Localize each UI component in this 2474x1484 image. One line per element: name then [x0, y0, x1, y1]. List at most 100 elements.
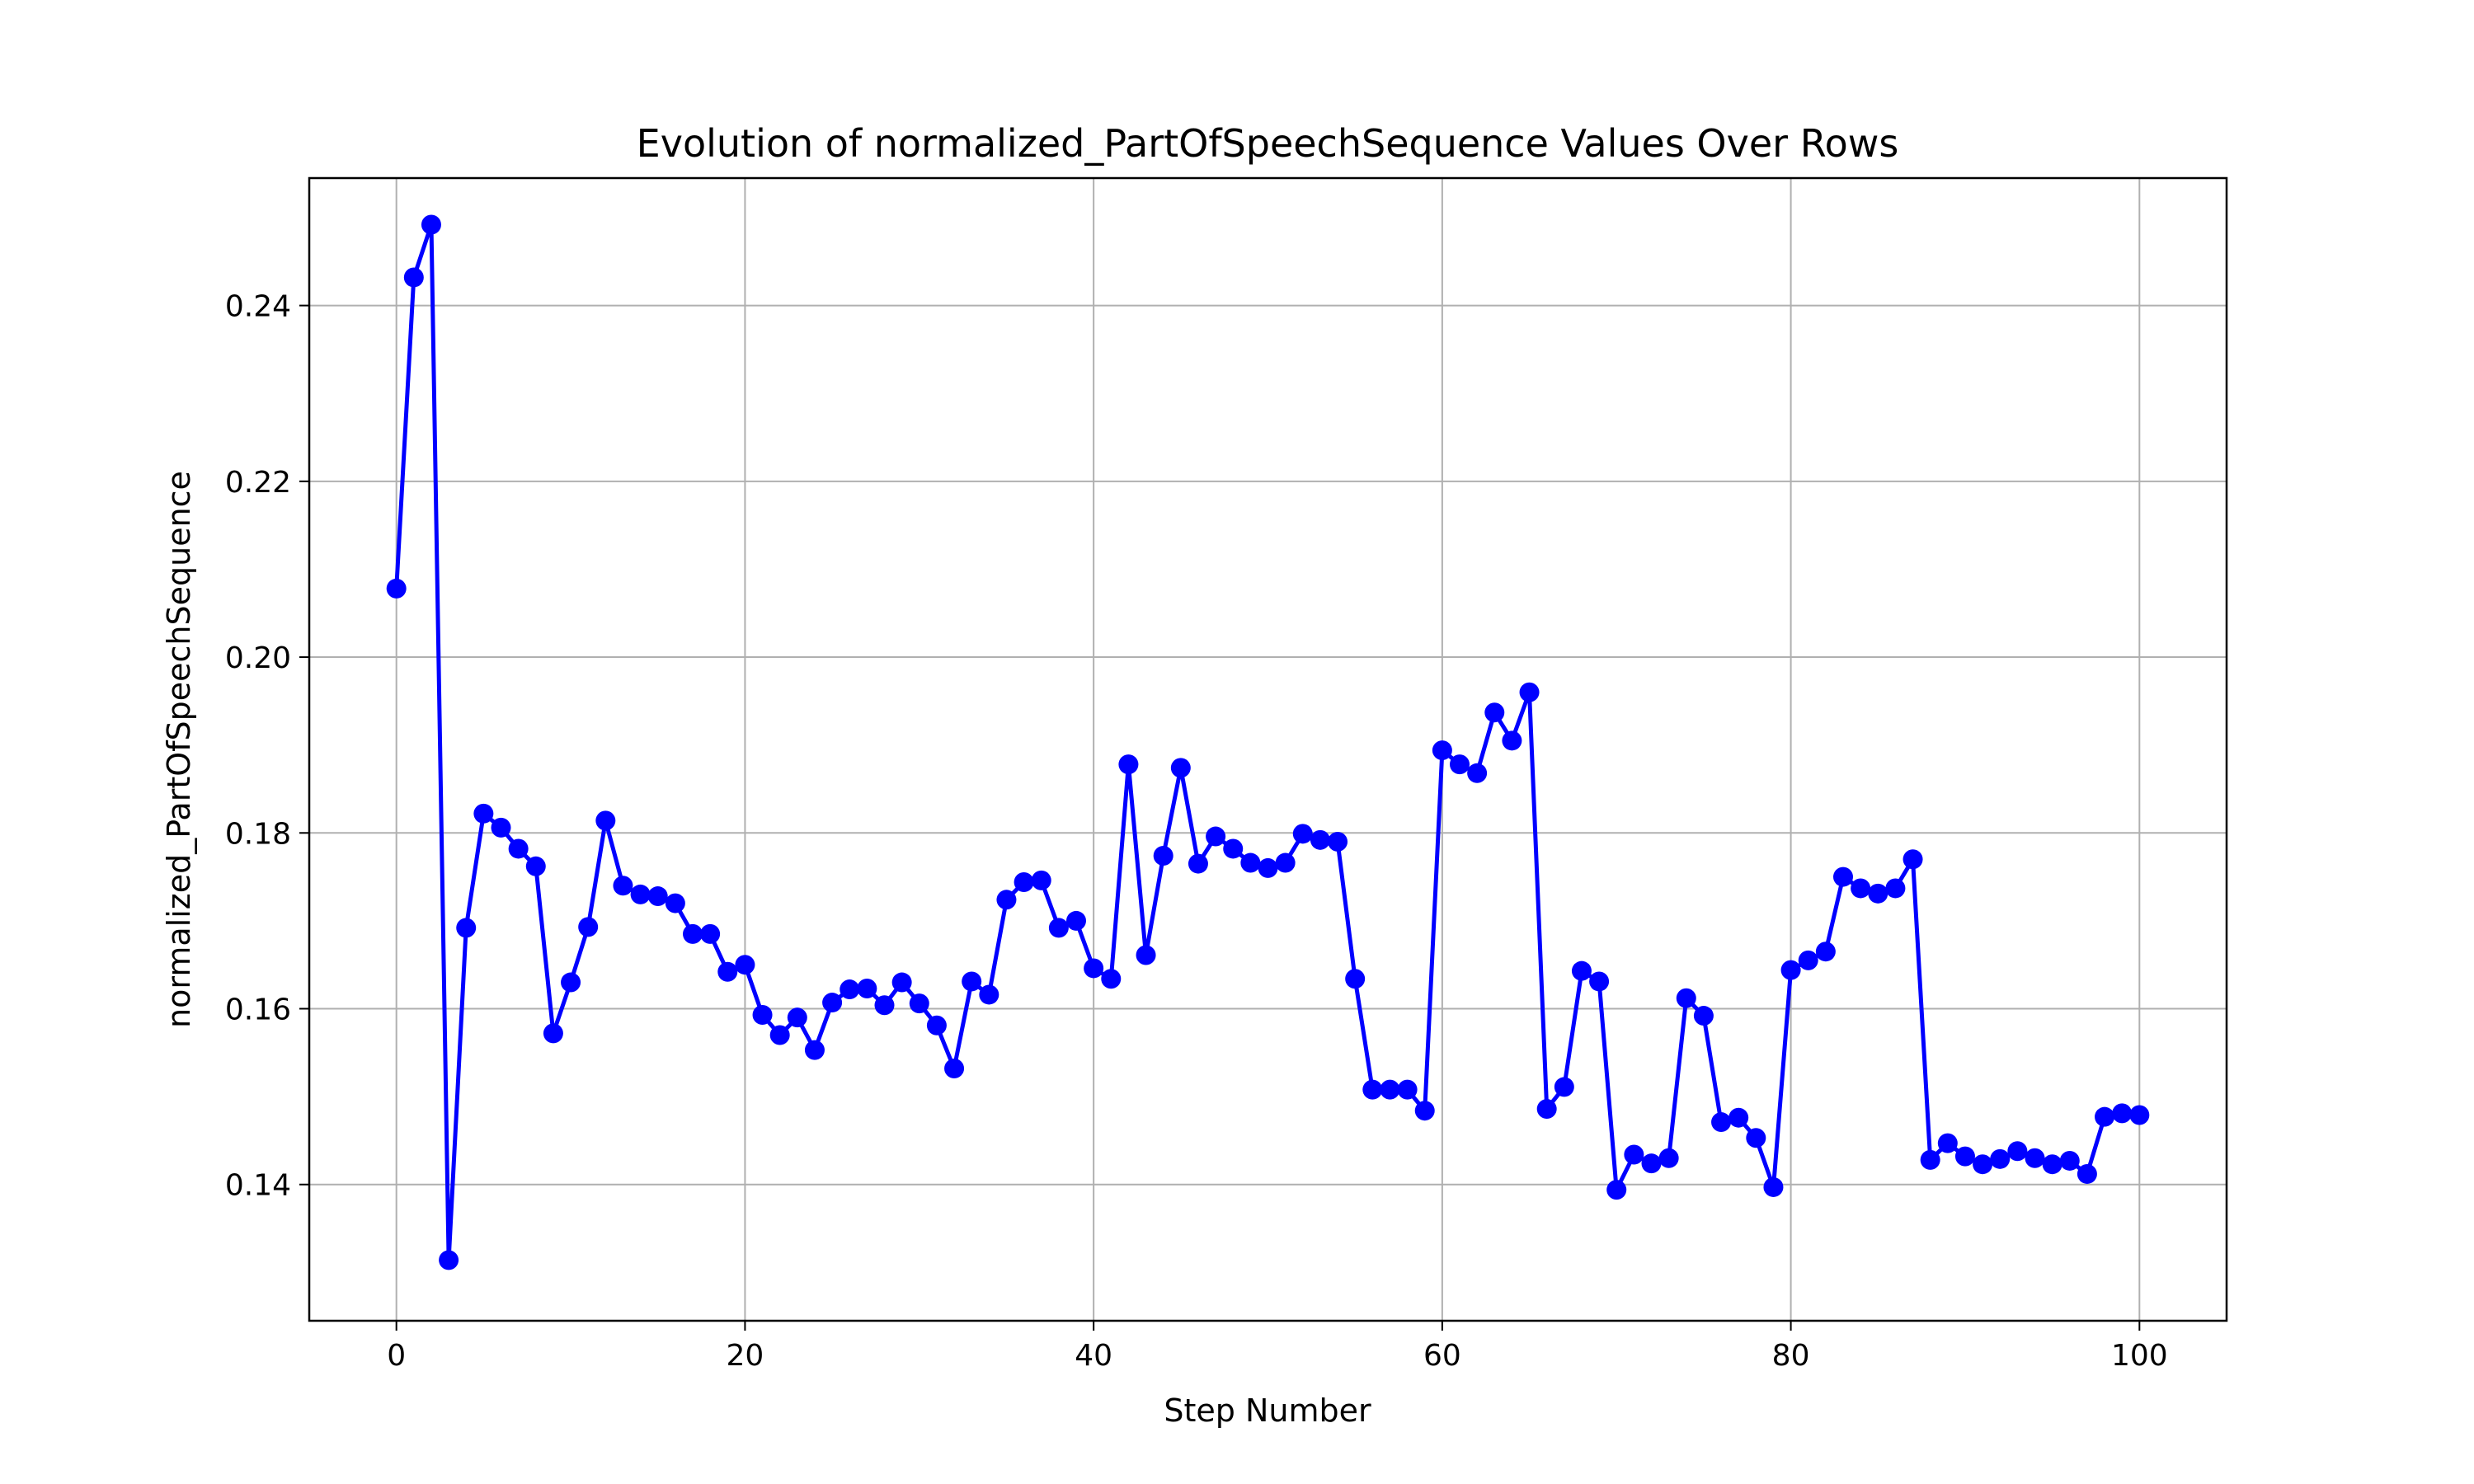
data-point: [1554, 1077, 1574, 1097]
data-point: [2059, 1150, 2080, 1171]
chart-title: Evolution of normalized_PartOfSpeechSequ…: [637, 121, 1899, 166]
data-point: [525, 856, 546, 876]
data-point: [2077, 1163, 2097, 1184]
x-tick-label: 100: [2111, 1339, 2168, 1373]
data-point: [1380, 1079, 1400, 1100]
data-point: [595, 810, 616, 831]
data-point: [1536, 1099, 1557, 1120]
data-point: [1571, 960, 1592, 981]
data-point: [647, 886, 668, 907]
data-point: [1328, 831, 1348, 852]
data-point: [1188, 853, 1208, 874]
data-point: [1432, 740, 1452, 761]
x-tick-label: 60: [1423, 1339, 1461, 1373]
data-point: [386, 578, 407, 599]
data-point: [1606, 1180, 1627, 1200]
data-point: [1275, 852, 1296, 873]
data-point: [543, 1023, 563, 1044]
x-tick-label: 40: [1075, 1339, 1112, 1373]
data-point: [1084, 958, 1104, 979]
data-point: [1973, 1154, 1993, 1175]
data-point: [2042, 1154, 2062, 1175]
y-tick-label: 0.18: [225, 817, 291, 851]
data-point: [735, 955, 755, 975]
data-point: [2112, 1103, 2133, 1124]
data-point: [1066, 910, 1086, 931]
x-axis-label: Step Number: [1164, 1392, 1371, 1429]
data-point: [1170, 758, 1191, 778]
y-tick-label: 0.20: [225, 641, 291, 675]
data-point: [1450, 754, 1470, 775]
data-series: [386, 214, 2150, 1270]
data-point: [1223, 838, 1244, 859]
data-point: [1048, 918, 1069, 938]
data-point: [1868, 883, 1888, 904]
data-point: [1815, 942, 1836, 962]
data-point: [1763, 1176, 1784, 1197]
data-point: [1258, 857, 1278, 878]
data-point: [1467, 763, 1488, 783]
data-point: [787, 1007, 807, 1028]
data-point: [1990, 1148, 2011, 1169]
x-tick-label: 0: [387, 1339, 406, 1373]
data-point: [1624, 1144, 1644, 1165]
data-point: [1414, 1101, 1435, 1121]
data-point: [683, 923, 703, 944]
data-point: [717, 961, 738, 982]
x-tick-label: 20: [727, 1339, 764, 1373]
data-point: [1014, 871, 1034, 892]
data-point: [822, 993, 843, 1013]
data-point: [1484, 702, 1505, 723]
data-point: [665, 893, 685, 913]
data-point: [1937, 1133, 1958, 1153]
data-point: [2007, 1141, 2028, 1162]
axis-ticks: 0 20 40 60 80 100 0.14 0.16 0.18 0.20 0.22 0.24: [225, 290, 2168, 1373]
data-point: [1833, 866, 1853, 887]
data-point: [1920, 1149, 1940, 1170]
data-point: [1345, 969, 1366, 989]
data-point: [613, 876, 633, 896]
grid-lines: [309, 178, 2227, 1321]
x-tick-label: 80: [1772, 1339, 1810, 1373]
data-point: [1851, 878, 1871, 899]
data-point: [944, 1059, 965, 1079]
data-point: [804, 1040, 825, 1060]
data-point: [840, 979, 860, 1000]
data-point: [1292, 824, 1313, 844]
data-point: [1693, 1006, 1714, 1026]
data-point: [1711, 1112, 1732, 1133]
data-point: [1746, 1128, 1766, 1148]
data-point: [1206, 826, 1226, 847]
data-point: [403, 267, 424, 288]
data-point: [630, 884, 651, 904]
data-point: [857, 978, 877, 998]
data-point: [700, 923, 721, 944]
data-point: [2095, 1106, 2115, 1127]
y-tick-label: 0.14: [225, 1169, 291, 1203]
data-point: [561, 972, 581, 993]
y-axis-label: normalized_PartOfSpeechSequence: [161, 471, 197, 1028]
data-point: [508, 838, 529, 859]
data-point: [909, 993, 929, 1014]
data-point: [1780, 960, 1801, 980]
data-point: [891, 972, 912, 993]
data-point: [769, 1025, 790, 1045]
data-point: [1641, 1153, 1662, 1174]
data-point: [1310, 829, 1330, 850]
data-point: [1397, 1079, 1418, 1100]
plot-area-frame: [308, 176, 2228, 1322]
data-point: [1658, 1148, 1679, 1168]
data-point: [1954, 1146, 1975, 1167]
data-point: [491, 817, 511, 838]
data-point: [1798, 950, 1818, 970]
data-point: [1729, 1107, 1749, 1128]
data-point: [578, 917, 599, 937]
data-point: [1589, 971, 1610, 992]
data-point: [874, 995, 895, 1016]
data-point: [456, 918, 477, 938]
data-point: [2025, 1148, 2045, 1168]
data-point: [1031, 870, 1051, 890]
data-point: [979, 984, 999, 1005]
